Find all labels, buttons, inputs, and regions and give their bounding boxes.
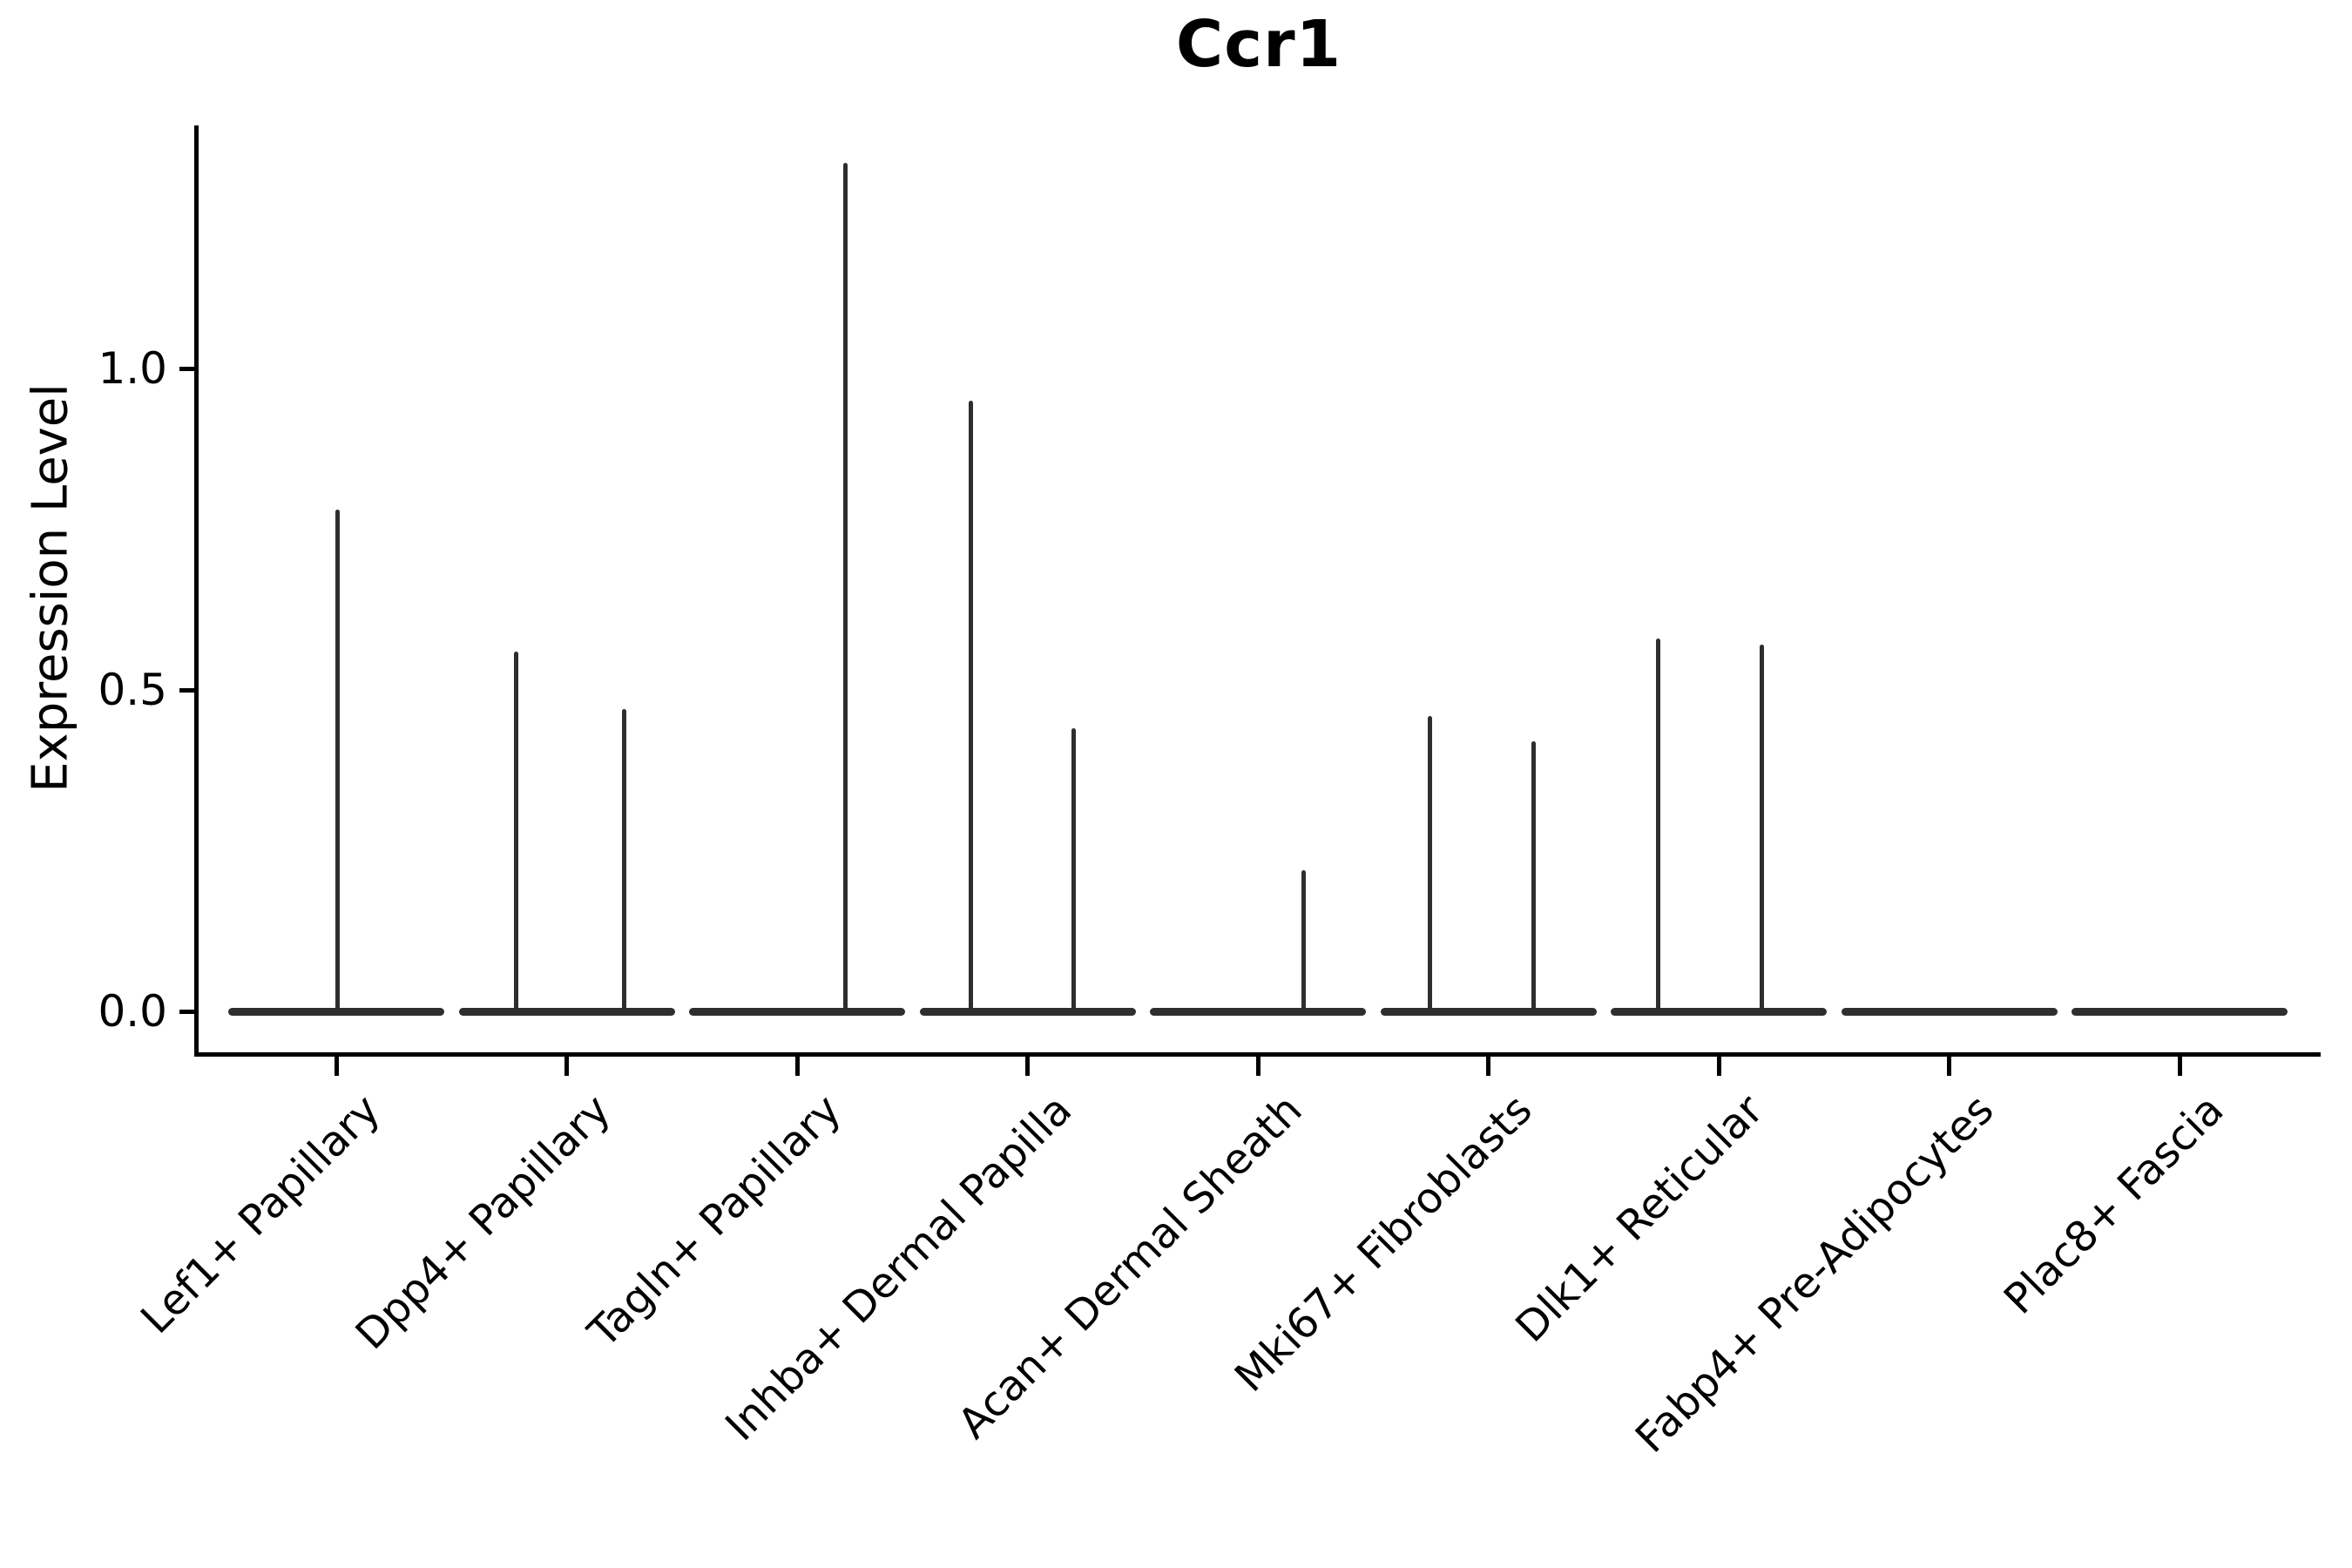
x-tick-mark [1255, 1054, 1260, 1076]
y-tick-label: 0.0 [98, 986, 167, 1037]
violin-spike [1531, 741, 1536, 1015]
x-tick-label: Lef1+ Papillary [132, 1085, 390, 1343]
x-tick-mark [1486, 1054, 1490, 1076]
violin-baseline [1841, 1007, 2058, 1016]
y-axis-label: Expression Level [22, 383, 79, 793]
violin-baseline [1150, 1007, 1366, 1016]
violin-spike [1427, 715, 1432, 1015]
x-tick-mark [2177, 1054, 2182, 1076]
y-tick-mark [179, 1009, 197, 1014]
violin-spike [513, 651, 518, 1015]
violin-spike [622, 709, 627, 1015]
violin-spike [1071, 728, 1077, 1015]
chart-title: Ccr1 [1175, 7, 1342, 82]
x-tick-mark [334, 1054, 339, 1076]
violin-spike [842, 162, 848, 1015]
x-tick-mark [1025, 1054, 1030, 1076]
violin-baseline [1380, 1007, 1597, 1016]
x-tick-label: Dpp4+ Papillary [347, 1085, 621, 1360]
violin-spike [1301, 869, 1307, 1015]
violin-spike [1656, 638, 1661, 1015]
violin-baseline [458, 1007, 675, 1016]
x-tick-mark [564, 1054, 569, 1076]
y-axis-spine [194, 125, 199, 1057]
violin-spike [969, 400, 974, 1015]
violin-spike [1760, 645, 1765, 1015]
y-tick-label: 1.0 [98, 343, 167, 394]
x-tick-label: Tagln+ Papillary [578, 1085, 851, 1357]
violin-baseline [689, 1007, 905, 1016]
y-tick-mark [179, 366, 197, 371]
y-tick-label: 0.5 [98, 665, 167, 715]
y-tick-mark [179, 687, 197, 693]
x-tick-label: Plac8+ Fascia [1995, 1085, 2234, 1324]
x-tick-label: Dlk1+ Reticular [1505, 1085, 1773, 1352]
x-tick-mark [794, 1054, 800, 1076]
x-tick-mark [1716, 1054, 1721, 1076]
violin-spike [335, 510, 340, 1015]
x-tick-mark [1947, 1054, 1951, 1076]
violin-baseline [2072, 1007, 2288, 1016]
violin-baseline [1611, 1007, 1827, 1016]
violin-baseline [919, 1007, 1136, 1016]
